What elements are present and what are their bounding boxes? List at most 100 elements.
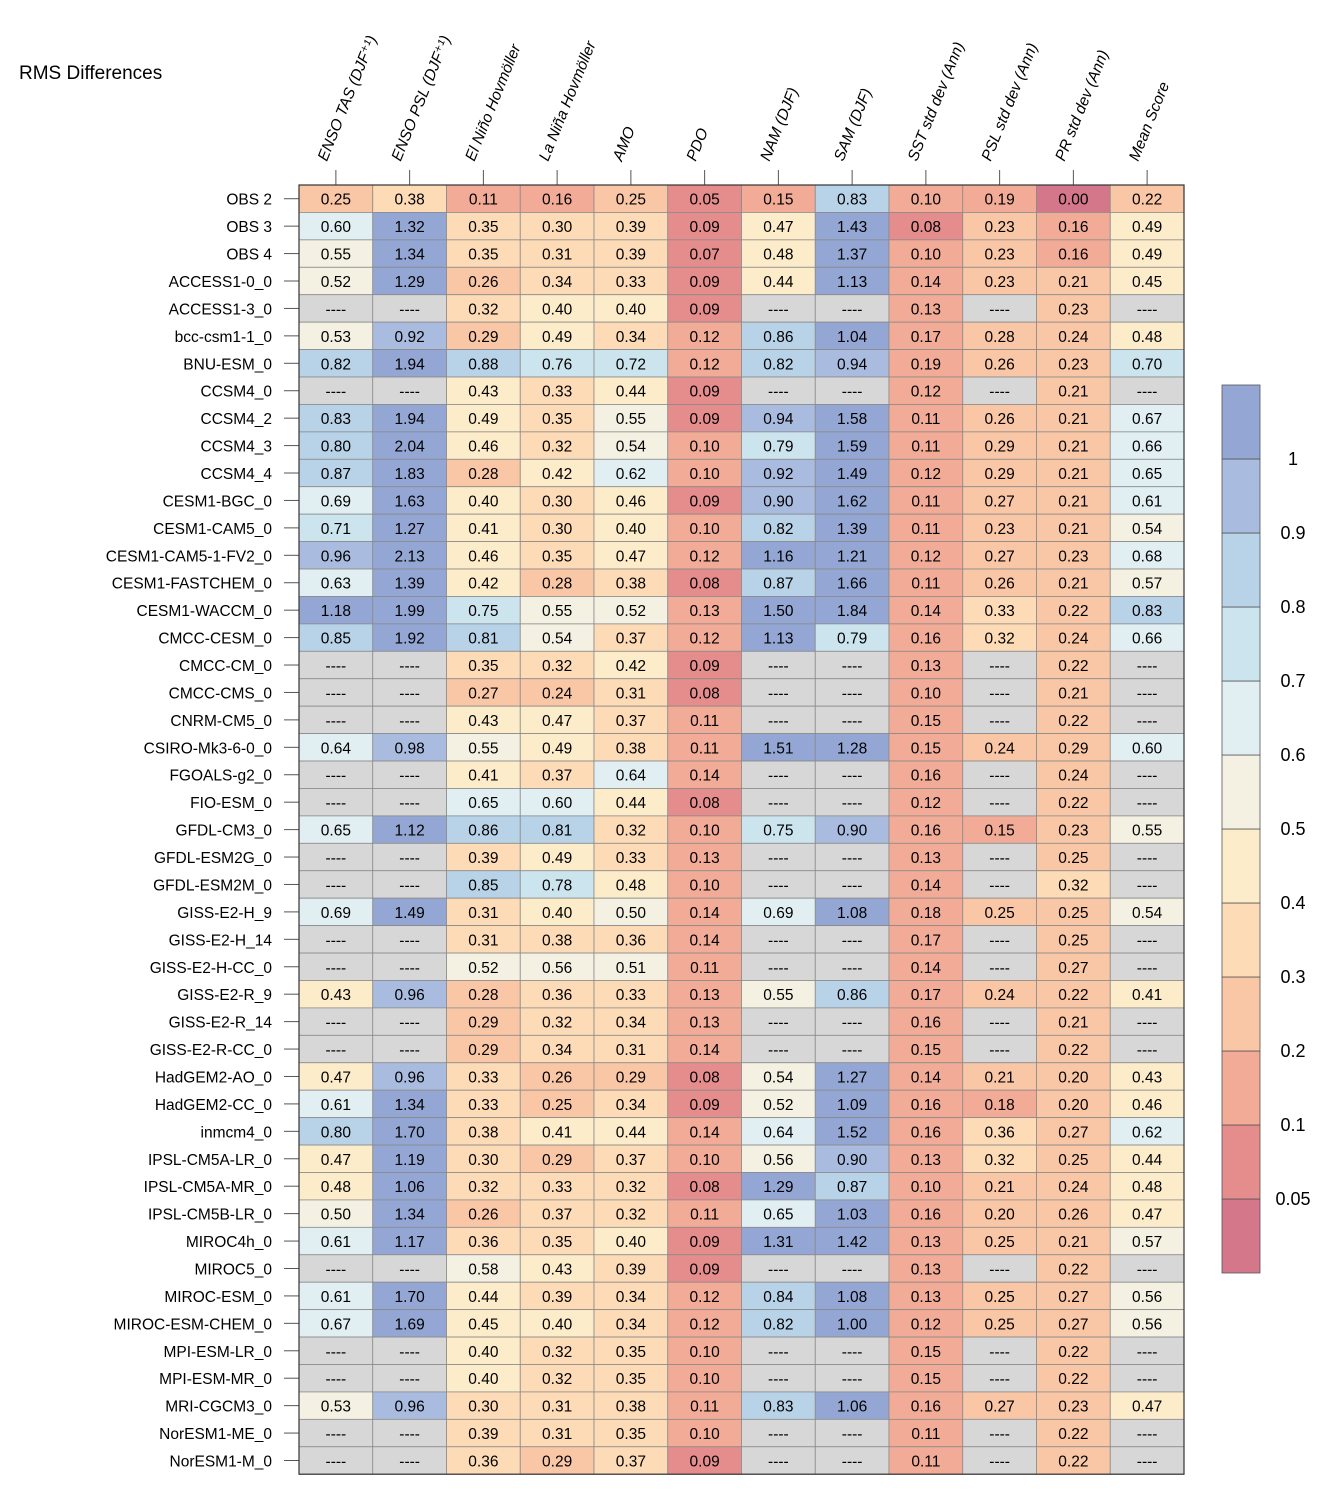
heatmap-cell [446,376,521,405]
cell-value-label: 0.38 [395,192,425,209]
heatmap-cell [593,897,669,927]
cell-value-label: 0.70 [1132,356,1163,373]
cell-value-label: 0.21 [1058,1234,1088,1251]
heatmap-cell [593,1062,669,1091]
cell-value-label: 0.11 [690,713,719,730]
cell-value-label: 0.40 [468,1344,499,1361]
heatmap-cell [519,404,595,433]
heatmap-cell [1109,1391,1185,1420]
cell-value-label: 0.21 [1058,521,1088,538]
cell-value-label: 0.26 [542,1069,572,1086]
cell-value-label: 0.45 [1132,274,1162,291]
cell-value-label: 0.48 [616,877,646,894]
cell-value-label: 1.08 [837,1289,867,1306]
cell-value-label: 0.13 [690,1015,720,1032]
heatmap-cell [741,513,816,542]
cell-value-label: 0.31 [468,932,498,949]
heatmap-cell [888,1336,964,1365]
cell-value-label: 0.11 [690,1399,719,1416]
heatmap-cell [519,678,595,707]
cell-value-label: 0.61 [321,1289,351,1306]
cell-value-label: 1.49 [395,905,425,922]
heatmap-cell [667,294,742,323]
cell-value-label: ---- [989,658,1010,675]
heatmap-cell [814,376,890,405]
cell-value-label: 0.25 [985,1289,1015,1306]
colorbar-tick-label: 0.7 [1280,671,1305,691]
cell-value-label: 0.54 [763,1069,794,1086]
cell-value-label: 1.94 [395,356,426,373]
cell-value-label: 0.09 [690,1097,720,1114]
heatmap-cell [888,1144,964,1173]
heatmap-cell [888,1034,964,1064]
heatmap-cell [741,294,816,323]
cell-value-label: 0.12 [911,466,941,483]
cell-value-label: 0.20 [985,1207,1016,1224]
cell-value-label: 0.19 [985,192,1015,209]
cell-value-label: 0.10 [690,1371,721,1388]
cell-value-label: 0.28 [985,329,1015,346]
cell-value-label: 0.23 [1058,548,1088,565]
cell-value-label: 0.35 [616,1426,646,1443]
heatmap-cell [593,1391,669,1420]
cell-value-label: ---- [768,658,789,675]
heatmap-cell [519,1117,595,1146]
cell-value-label: 0.14 [690,1124,721,1141]
cell-value-label: ---- [1137,932,1158,949]
cell-value-label: 0.14 [911,1069,942,1086]
cell-value-label: 0.90 [837,823,868,840]
cell-value-label: 0.56 [763,1152,793,1169]
cell-value-label: 0.21 [1058,576,1088,593]
colorbar-segment [1221,1124,1261,1200]
colorbar-tick-label: 0.5 [1280,819,1305,839]
cell-value-label: 0.36 [985,1124,1015,1141]
cell-value-label: 0.52 [763,1097,793,1114]
cell-value-label: ---- [768,685,789,702]
cell-value-label: 1.21 [837,548,867,565]
cell-value-label: 0.61 [321,1234,351,1251]
cell-value-label: 0.22 [1058,1453,1088,1470]
heatmap-cell [667,925,742,954]
cell-value-label: 0.27 [468,685,498,702]
cell-value-label: 0.34 [616,1316,647,1333]
heatmap-cell [1036,1117,1111,1146]
cell-value-label: ---- [1137,1261,1158,1278]
cell-value-label: ---- [989,1015,1010,1032]
cell-value-label: 2.13 [395,548,425,565]
cell-value-label: 0.31 [542,1399,572,1416]
colorbar-segment [1221,680,1261,756]
cell-value-label: 0.10 [911,685,942,702]
heatmap-cell [1036,1144,1111,1173]
cell-value-label: ---- [326,1426,347,1443]
heatmap-cell [446,952,521,981]
heatmap-cell [1109,980,1185,1009]
cell-value-label: 0.87 [837,1179,867,1196]
heatmap-cell [298,1418,374,1448]
heatmap-cell [667,1226,742,1256]
cell-value-label: 0.29 [468,329,498,346]
heatmap-cell [446,458,521,488]
heatmap-cell [372,705,447,734]
heatmap-cell [888,239,964,268]
cell-value-label: ---- [399,1015,420,1032]
cell-value-label: 1.34 [395,247,426,264]
cell-value-label: 0.10 [690,466,721,483]
cell-value-label: 0.47 [1132,1399,1162,1416]
cell-value-label: ---- [399,1426,420,1443]
cell-value-label: 0.16 [911,1207,941,1224]
cell-value-label: 0.25 [616,192,646,209]
cell-value-label: 0.56 [1132,1316,1162,1333]
heatmap-cell [741,760,816,789]
heatmap-cell [741,733,816,762]
heatmap-cell [446,815,521,844]
cell-value-label: 0.11 [911,493,940,510]
cell-value-label: 0.47 [321,1152,351,1169]
cell-value-label: 0.08 [690,795,720,812]
cell-value-label: ---- [989,1344,1010,1361]
cell-value-label: ---- [989,960,1010,977]
cell-value-label: 0.40 [616,521,647,538]
cell-value-label: 1.12 [395,823,425,840]
row-label: GFDL-ESM2M_0 [153,877,272,894]
heatmap-cell [741,1336,816,1365]
heatmap-cell [814,788,890,817]
